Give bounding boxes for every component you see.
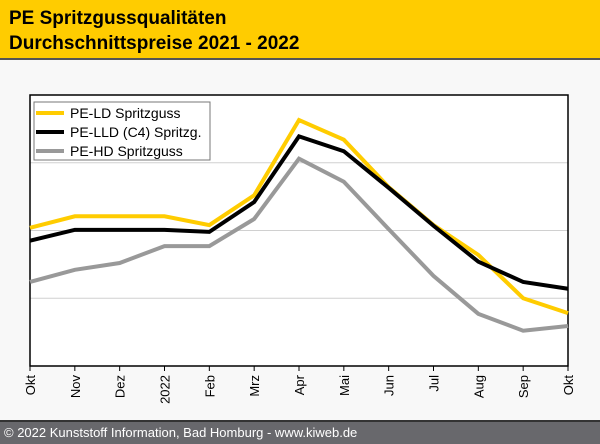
legend-label: PE-HD Spritzguss (70, 143, 183, 159)
header-banner: PE Spritzgussqualitäten Durchschnittspre… (0, 0, 600, 60)
x-tick-label: Mai (337, 375, 352, 396)
x-tick-label: Okt (23, 375, 38, 396)
legend-label: PE-LD Spritzguss (70, 105, 180, 121)
footer: © 2022 Kunststoff Information, Bad Hombu… (0, 420, 600, 444)
x-tick-label: Aug (471, 375, 486, 398)
x-tick-label: Sep (516, 375, 531, 398)
x-tick-label: Jun (382, 375, 397, 396)
x-tick-label: Apr (292, 374, 307, 395)
x-tick-label: Nov (68, 375, 83, 399)
legend: PE-LD Spritzguss PE-LLD (C4) Spritzg. PE-H… (33, 101, 211, 161)
copyright-text: © 2022 Kunststoff Information, Bad Hombu… (4, 425, 358, 440)
chart-subtitle: Durchschnittspreise 2021 - 2022 (9, 33, 300, 54)
x-tick-label: Okt (561, 375, 576, 396)
chart-title: PE Spritzgussqualitäten (9, 8, 227, 29)
x-tick-label: Dez (113, 375, 128, 398)
x-tick-label: 2022 (158, 375, 173, 404)
x-tick-label: Jul (427, 375, 442, 392)
legend-label: PE-LLD (C4) Spritzg. (70, 124, 201, 140)
x-tick-label: Feb (202, 375, 217, 397)
x-tick-label: Mrz (247, 375, 262, 397)
